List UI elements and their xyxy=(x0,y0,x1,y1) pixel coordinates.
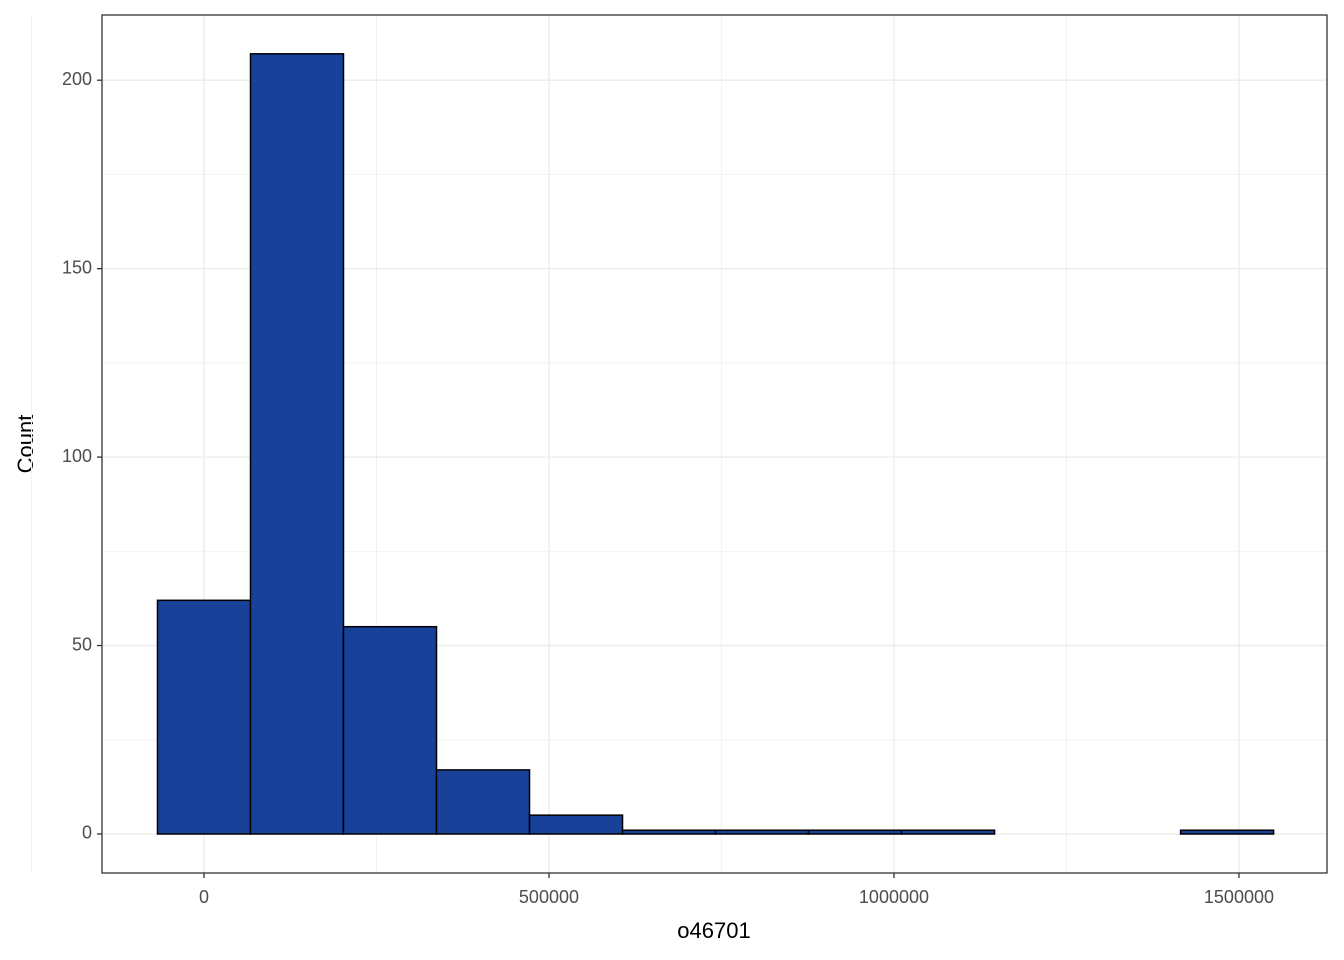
x-tick-label: 0 xyxy=(199,887,209,907)
x-tick-label: 500000 xyxy=(519,887,579,907)
bar xyxy=(714,829,810,835)
bar xyxy=(1179,829,1275,835)
bar xyxy=(621,829,717,835)
panel-border xyxy=(101,14,1328,874)
bar xyxy=(528,814,624,835)
bar xyxy=(900,829,996,835)
bar xyxy=(435,769,531,835)
bar xyxy=(156,599,252,835)
bar xyxy=(807,829,903,835)
y-tick-label: 0 xyxy=(82,823,92,843)
y-tick-label: 50 xyxy=(72,634,92,654)
x-tick-label: 1000000 xyxy=(859,887,929,907)
y-tick-label: 100 xyxy=(62,446,92,466)
y-tick-label: 150 xyxy=(62,257,92,277)
x-tick-label: 1500000 xyxy=(1204,887,1274,907)
bar xyxy=(249,53,345,835)
y-axis-title: Count xyxy=(13,415,38,474)
bar xyxy=(342,625,438,835)
y-tick-label: 200 xyxy=(62,69,92,89)
x-axis-title: o46701 xyxy=(677,918,750,943)
